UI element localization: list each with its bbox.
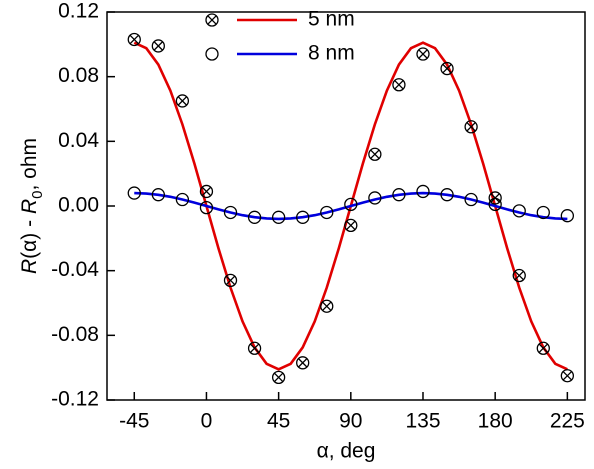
data-point	[296, 210, 310, 224]
data-point	[464, 120, 478, 134]
y-tick-label: 0.12	[58, 0, 99, 23]
fit-line	[134, 191, 568, 221]
data-point	[536, 341, 550, 355]
y-label-part: R	[18, 259, 41, 274]
data-point	[560, 369, 575, 383]
legend-label: 8 nm	[308, 42, 355, 65]
data-point	[368, 191, 382, 205]
y-label-part: (α) -	[18, 214, 41, 259]
x-tick-label: 180	[478, 410, 513, 433]
data-point	[320, 205, 334, 220]
data-point	[368, 147, 382, 161]
plot-frame	[106, 11, 586, 401]
y-label-part: R	[18, 199, 41, 214]
x-tick-label: 135	[405, 410, 440, 433]
data-point	[175, 94, 190, 108]
y-axis-label: R(α) - R0, ohm	[18, 138, 47, 274]
legend-label: 5 nm	[308, 8, 355, 31]
legend-marker	[205, 13, 219, 27]
data-point	[536, 205, 550, 220]
y-tick-label: -0.04	[51, 258, 99, 281]
y-tick-label: 0.08	[58, 64, 99, 87]
x-tick-label: 45	[267, 410, 290, 433]
data-point	[344, 218, 358, 233]
data-point	[127, 186, 141, 200]
y-label-part: , ohm	[18, 138, 41, 191]
data-point	[416, 184, 430, 199]
y-tick-label: -0.08	[51, 323, 99, 346]
data-point	[223, 273, 238, 288]
data-point	[392, 188, 406, 202]
y-tick-label: 0.04	[58, 129, 99, 152]
data-point	[175, 192, 190, 207]
x-tick-label: 90	[339, 410, 362, 433]
data-point	[392, 78, 406, 92]
data-point	[127, 32, 141, 47]
data-point	[344, 197, 358, 212]
data-point	[151, 188, 165, 202]
data-point	[271, 210, 286, 224]
data-point	[416, 47, 430, 61]
data-point	[296, 356, 310, 370]
data-point	[199, 200, 214, 215]
x-tick-label: 0	[201, 410, 213, 433]
data-point	[440, 61, 454, 76]
data-point	[320, 299, 334, 313]
data-point	[440, 188, 454, 202]
data-point	[488, 197, 502, 212]
data-point	[223, 205, 238, 220]
data-point	[247, 210, 262, 224]
data-point	[512, 204, 526, 218]
y-tick-label: 0.00	[58, 194, 99, 217]
y-tick-label: -0.12	[51, 388, 99, 411]
data-point	[464, 192, 478, 207]
x-tick-label: -45	[119, 410, 149, 433]
data-point	[247, 341, 262, 355]
data-point	[560, 209, 575, 223]
data-point	[151, 39, 165, 53]
legend-marker	[205, 47, 219, 61]
data-point	[512, 268, 526, 283]
x-tick-label: 225	[550, 410, 585, 433]
x-axis-label: α, deg	[317, 440, 376, 463]
data-point	[271, 370, 286, 385]
data-point	[199, 184, 214, 199]
y-label-part: 0	[29, 191, 46, 199]
